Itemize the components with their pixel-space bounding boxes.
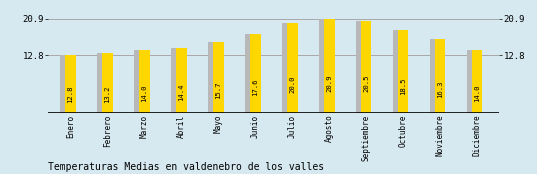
Bar	[97, 53, 107, 113]
Bar	[139, 50, 150, 113]
Bar	[318, 19, 329, 113]
Bar	[176, 48, 187, 113]
Text: 15.7: 15.7	[215, 82, 221, 99]
Bar	[171, 48, 181, 113]
Bar	[245, 34, 255, 113]
Bar	[103, 53, 113, 113]
Text: 12.8: 12.8	[68, 86, 74, 103]
Bar	[281, 23, 292, 113]
Bar	[60, 55, 70, 113]
Bar	[398, 30, 409, 113]
Bar	[472, 50, 482, 113]
Text: 13.2: 13.2	[105, 85, 111, 103]
Bar	[467, 50, 477, 113]
Bar	[66, 55, 76, 113]
Bar	[134, 50, 144, 113]
Bar	[355, 21, 366, 113]
Bar	[208, 42, 218, 113]
Text: 14.0: 14.0	[474, 84, 480, 102]
Bar	[430, 39, 440, 113]
Text: 20.5: 20.5	[364, 75, 369, 92]
Bar	[435, 39, 445, 113]
Bar	[361, 21, 372, 113]
Text: 14.4: 14.4	[178, 84, 184, 101]
Bar	[393, 30, 403, 113]
Text: 17.6: 17.6	[252, 79, 258, 96]
Text: 20.0: 20.0	[289, 76, 295, 93]
Bar	[213, 42, 223, 113]
Text: 18.5: 18.5	[400, 78, 407, 95]
Text: 14.0: 14.0	[141, 84, 148, 102]
Bar	[324, 19, 335, 113]
Bar	[287, 23, 297, 113]
Text: 20.9: 20.9	[326, 74, 332, 92]
Text: Temperaturas Medias en valdenebro de los valles: Temperaturas Medias en valdenebro de los…	[48, 162, 324, 172]
Text: 16.3: 16.3	[437, 81, 443, 98]
Bar	[250, 34, 260, 113]
